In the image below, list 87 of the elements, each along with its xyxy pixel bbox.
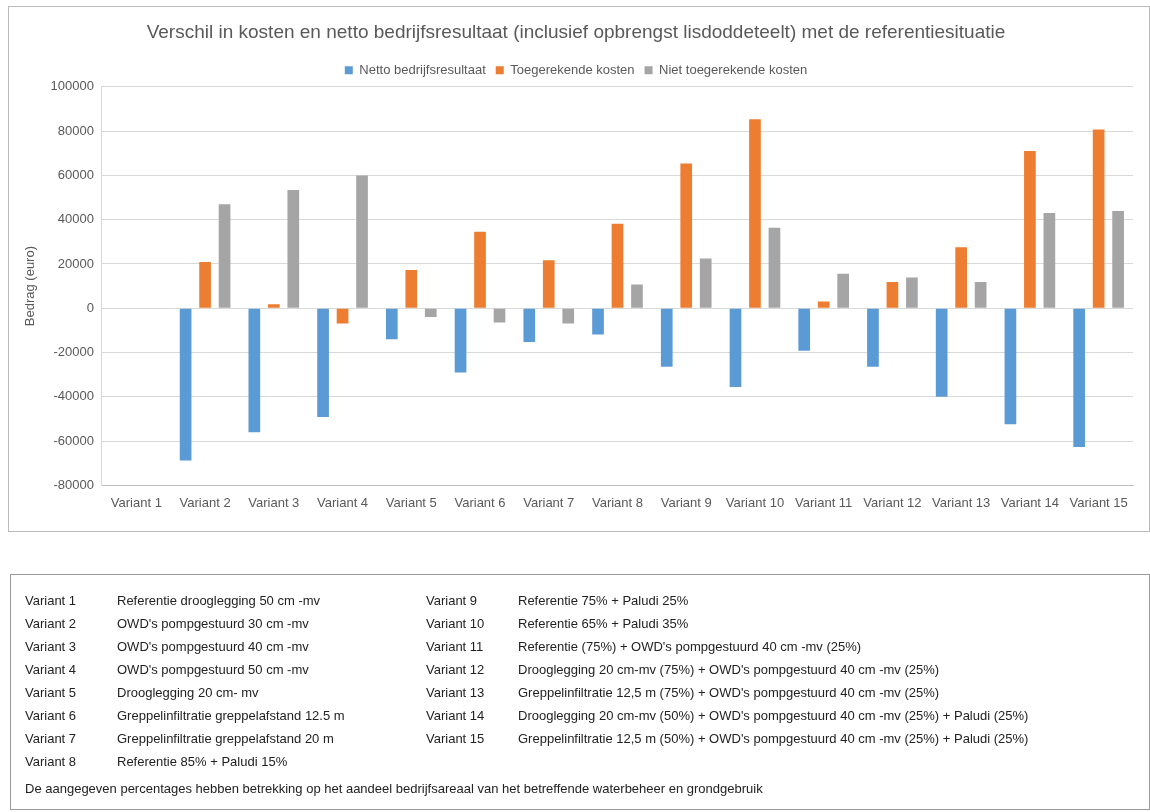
x-tick-label: Variant 6 <box>454 494 506 510</box>
text: Variant 6 Greppelinfiltratie greppelafstand 12.5 m <box>25 708 345 723</box>
text: Variant 2 OWD's pompgestuurd 30 cm -mv <box>25 616 309 631</box>
bar <box>562 308 575 324</box>
bar <box>837 273 850 308</box>
bar <box>248 308 261 433</box>
x-tick-label: Variant 15 <box>1069 494 1128 510</box>
text: Variant 10 Referentie 65% + Paludi 35% <box>426 616 689 631</box>
chart-title: Verschil in kosten en netto bedrijfsresultaat (inclusief opbrengst lisdoddeteelt) met de referentiesituatie <box>146 20 1006 42</box>
text: Variant 13 Greppelinfiltratie 12,5 m (75%) + OWD's pompgestuurd 40 cm -mv (25%) <box>426 685 940 700</box>
bar <box>474 231 486 308</box>
bar <box>1092 129 1105 308</box>
bar <box>768 227 781 308</box>
y-tick-label: 100000 <box>50 78 94 94</box>
legend-label: Toegerekende kosten <box>510 61 635 77</box>
bar <box>336 308 349 324</box>
legend-label: Netto bedrijfsresultaat <box>359 61 487 77</box>
x-tick-label: Variant 12 <box>863 494 922 510</box>
bar <box>385 308 398 340</box>
bar <box>699 258 712 308</box>
y-tick-label: 40000 <box>57 211 94 227</box>
bar <box>1043 213 1056 308</box>
y-tick-label: 80000 <box>57 122 94 138</box>
text: Variant 15 Greppelinfiltratie 12,5 m (50%) + OWD's pompgestuurd 40 cm -mv (25%) + Paludi (25%) <box>426 731 1029 746</box>
bar <box>886 281 899 308</box>
bar <box>1112 211 1124 308</box>
y-tick-label: -40000 <box>53 388 94 404</box>
bar <box>906 277 918 308</box>
bar <box>729 308 742 388</box>
x-tick-label: Variant 14 <box>1000 494 1060 510</box>
bar <box>287 189 300 308</box>
bar <box>424 308 437 317</box>
bar <box>356 175 368 308</box>
y-tick-label: 0 <box>86 299 94 315</box>
text: Variant 12 Drooglegging 20 cm-mv (75%) + OWD's pompgestuurd 40 cm -mv (25%) <box>426 662 940 677</box>
text: Variant 5 Drooglegging 20 cm- mv <box>25 685 259 700</box>
bar <box>660 308 673 367</box>
text: Variant 11 Referentie (75%) + OWD's pompgestuurd 40 cm -mv (25%) <box>426 639 862 654</box>
bar <box>267 304 280 308</box>
x-tick-label: Variant 5 <box>385 494 437 510</box>
x-tick-label: Variant 11 <box>795 494 853 510</box>
text: Variant 4 OWD's pompgestuurd 50 cm -mv <box>25 662 309 677</box>
bar <box>680 163 693 308</box>
text: Variant 14 Drooglegging 20 cm-mv (50%) + OWD's pompgestuurd 40 cm -mv (25%) + Paludi (25%) <box>426 708 1029 723</box>
y-tick-label: -80000 <box>53 476 94 492</box>
bar <box>317 308 329 417</box>
x-tick-label: Variant 8 <box>591 494 644 510</box>
bar <box>974 281 987 308</box>
text: De aangegeven percentages hebben betrekking op het aandeel bedrijfsareaal van het betreffende waterbeheer en grondgebruik <box>25 781 763 796</box>
bar <box>798 308 811 351</box>
y-tick-label: 60000 <box>57 166 94 182</box>
bar <box>1004 308 1017 425</box>
text: Variant 7 Greppelinfiltratie greppelafstand 20 m <box>25 731 334 746</box>
x-tick-label: Variant 7 <box>523 494 575 510</box>
bar <box>955 247 968 308</box>
bar <box>454 308 467 373</box>
x-tick-label: Variant 1 <box>110 494 162 510</box>
y-tick-label: -60000 <box>53 432 94 448</box>
x-tick-label: Variant 2 <box>179 494 231 510</box>
bar <box>542 260 555 308</box>
text: Variant 9 Referentie 75% + Paludi 25% <box>426 593 689 608</box>
legend-label: Niet toegerekende kosten <box>659 61 808 77</box>
x-tick-label: Variant 4 <box>317 494 369 510</box>
text: Variant 3 OWD's pompgestuurd 40 cm -mv <box>25 639 309 654</box>
bar <box>218 204 231 308</box>
x-tick-label: Variant 10 <box>725 494 785 510</box>
bar <box>592 308 604 335</box>
text: Variant 8 Referentie 85% + Paludi 15% <box>25 754 288 769</box>
text: Variant 1 Referentie drooglegging 50 cm -mv <box>25 593 321 608</box>
y-tick-label: 20000 <box>57 255 94 271</box>
bar <box>523 308 536 342</box>
bar <box>611 223 624 308</box>
y-axis-title: Bedrag (euro) <box>22 245 38 327</box>
x-tick-label: Variant 9 <box>660 494 712 510</box>
bar <box>1024 151 1036 308</box>
bar <box>199 261 211 308</box>
bar <box>179 308 192 461</box>
x-tick-label: Variant 13 <box>932 494 991 510</box>
bar <box>817 301 830 308</box>
bar <box>935 308 948 397</box>
bar <box>749 119 761 308</box>
bar <box>631 284 643 308</box>
bar <box>867 308 879 367</box>
bar <box>1073 308 1085 448</box>
bar <box>405 269 418 308</box>
x-tick-label: Variant 3 <box>248 494 300 510</box>
y-tick-label: -20000 <box>53 344 94 360</box>
